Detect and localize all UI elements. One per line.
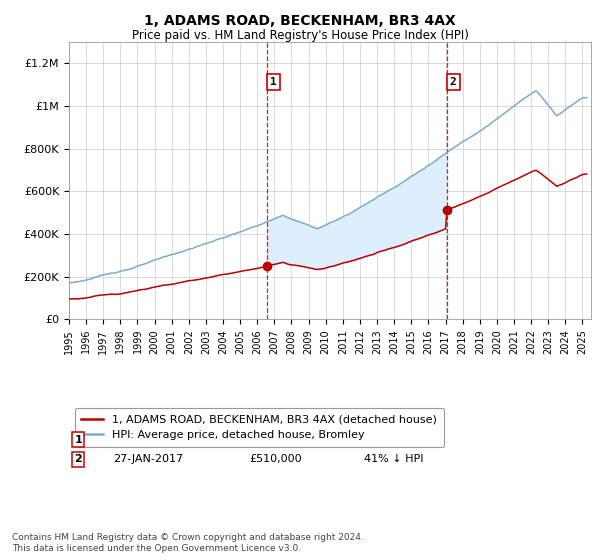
Text: 1: 1: [74, 435, 82, 445]
Text: £510,000: £510,000: [249, 454, 302, 464]
Text: £250,000: £250,000: [249, 435, 302, 445]
Text: 1: 1: [270, 77, 277, 87]
Text: 47% ↓ HPI: 47% ↓ HPI: [364, 435, 424, 445]
Text: Price paid vs. HM Land Registry's House Price Index (HPI): Price paid vs. HM Land Registry's House …: [131, 29, 469, 42]
Text: 1, ADAMS ROAD, BECKENHAM, BR3 4AX: 1, ADAMS ROAD, BECKENHAM, BR3 4AX: [144, 14, 456, 28]
Text: 24-JUL-2006: 24-JUL-2006: [113, 435, 182, 445]
Text: Contains HM Land Registry data © Crown copyright and database right 2024.
This d: Contains HM Land Registry data © Crown c…: [12, 533, 364, 553]
Text: 2: 2: [74, 454, 82, 464]
Text: 41% ↓ HPI: 41% ↓ HPI: [364, 454, 424, 464]
Legend: 1, ADAMS ROAD, BECKENHAM, BR3 4AX (detached house), HPI: Average price, detached: 1, ADAMS ROAD, BECKENHAM, BR3 4AX (detac…: [74, 408, 444, 447]
Text: 27-JAN-2017: 27-JAN-2017: [113, 454, 184, 464]
Text: 2: 2: [450, 77, 457, 87]
